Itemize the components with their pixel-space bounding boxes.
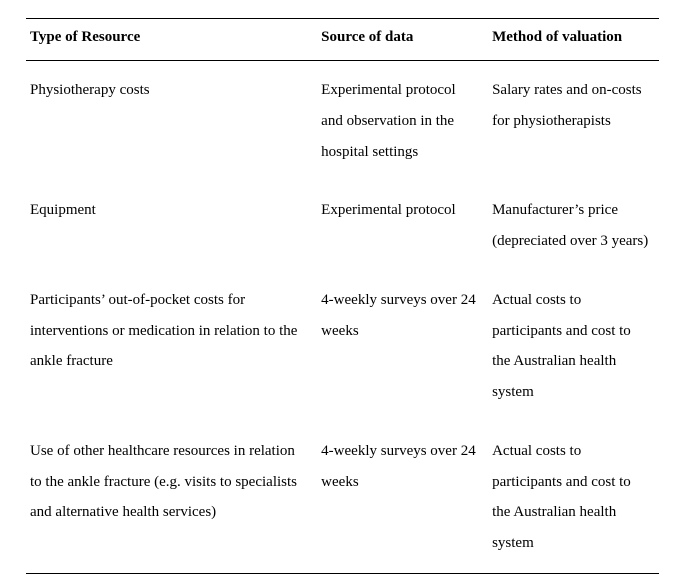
cell-source: 4-weekly surveys over 24 weeks (317, 422, 488, 574)
cell-type: Physiotherapy costs (26, 61, 317, 182)
cell-source: Experimental protocol (317, 181, 488, 271)
table-body: Physiotherapy costs Experimental protoco… (26, 61, 659, 574)
page: Type of Resource Source of data Method o… (0, 0, 685, 549)
col-header-source: Source of data (317, 19, 488, 61)
table-row: Physiotherapy costs Experimental protoco… (26, 61, 659, 182)
cell-method: Actual costs to participants and cost to… (488, 271, 659, 422)
table-row: Participants’ out-of-pocket costs for in… (26, 271, 659, 422)
table-row: Use of other healthcare resources in rel… (26, 422, 659, 574)
cell-method: Salary rates and on-costs for physiother… (488, 61, 659, 182)
table-row: Equipment Experimental protocol Manufact… (26, 181, 659, 271)
col-header-method: Method of valuation (488, 19, 659, 61)
table-header: Type of Resource Source of data Method o… (26, 19, 659, 61)
cell-type: Equipment (26, 181, 317, 271)
cell-source: Experimental protocol and observation in… (317, 61, 488, 182)
cell-method: Actual costs to participants and cost to… (488, 422, 659, 574)
cell-type: Use of other healthcare resources in rel… (26, 422, 317, 574)
col-header-type: Type of Resource (26, 19, 317, 61)
resource-table: Type of Resource Source of data Method o… (26, 18, 659, 574)
cell-method: Manufacturer’s price (depreciated over 3… (488, 181, 659, 271)
header-row: Type of Resource Source of data Method o… (26, 19, 659, 61)
cell-type: Participants’ out-of-pocket costs for in… (26, 271, 317, 422)
cell-source: 4-weekly surveys over 24 weeks (317, 271, 488, 422)
